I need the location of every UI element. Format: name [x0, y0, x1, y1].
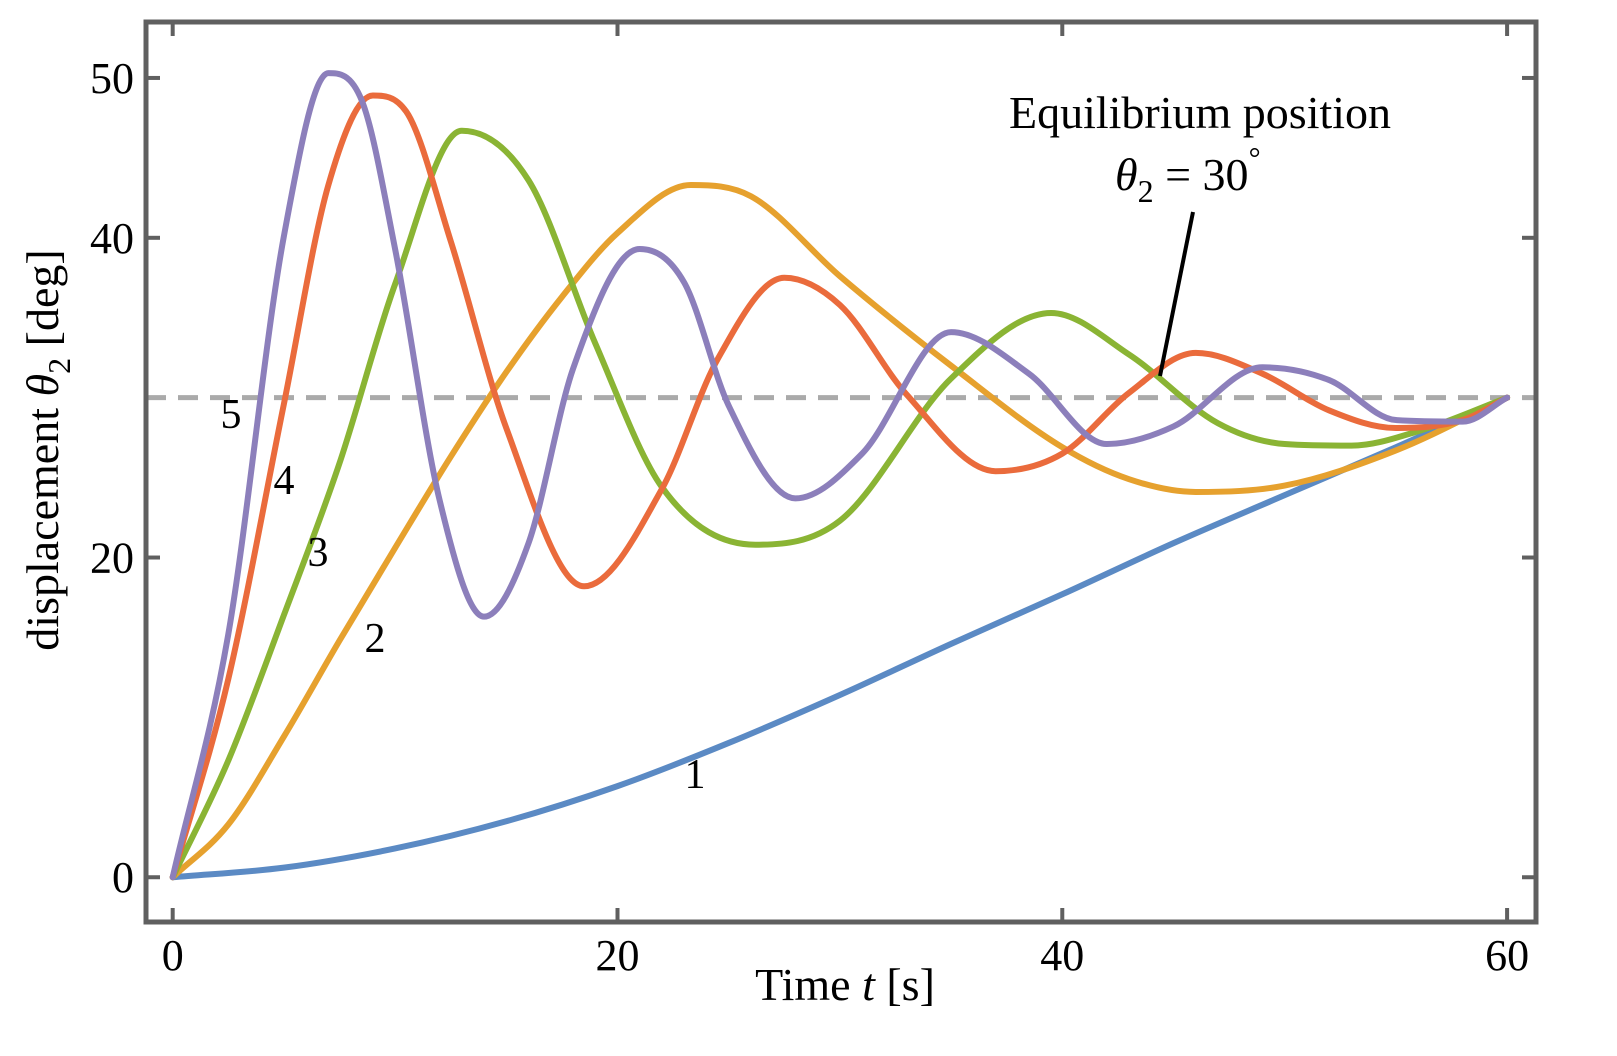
x-tick-label: 40: [1040, 931, 1084, 980]
series-1-line: [169, 394, 1511, 881]
x-tick-label: 20: [595, 931, 639, 980]
series-5-label: 5: [221, 392, 242, 438]
x-axis-title: Time t [s]: [755, 959, 935, 1010]
y-tick-label: 20: [90, 534, 134, 583]
series-2-label: 2: [365, 616, 386, 662]
series-4-line: [169, 92, 1511, 881]
series-4-label: 4: [274, 458, 295, 504]
y-tick-label: 50: [90, 54, 134, 103]
plot-frame: [143, 19, 1539, 925]
y-tick-label: 0: [112, 853, 134, 902]
x-tick-label: 0: [162, 931, 184, 980]
series-1-label: 1: [685, 752, 706, 798]
series-layer: [146, 70, 1536, 881]
equilibrium-annotation-value: θ2 = 30°: [1115, 142, 1261, 209]
x-tick-label: 60: [1485, 931, 1529, 980]
series-3-label: 3: [308, 530, 329, 576]
equilibrium-pointer-line: [1158, 211, 1195, 377]
y-tick-label: 40: [90, 214, 134, 263]
equilibrium-annotation-title: Equilibrium position: [1009, 87, 1391, 138]
y-axis-title: displacement θ2 [deg]: [17, 249, 77, 650]
series-5-line: [169, 70, 1511, 881]
series-2-line: [169, 182, 1511, 881]
tick-layer: 0 20 40 60 0 20 40 50: [90, 22, 1536, 980]
series-3-line: [169, 127, 1511, 881]
